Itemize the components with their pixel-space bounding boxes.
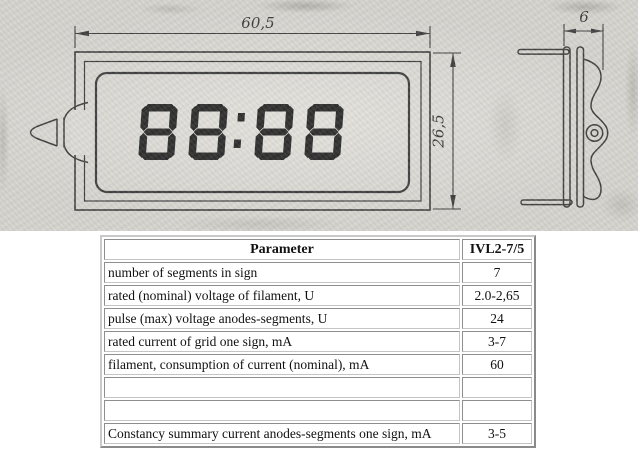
table-row: filament, consumption of current (nomina… (104, 354, 532, 375)
value-cell: 60 (462, 354, 532, 375)
lead-pin-bottom (520, 199, 573, 206)
param-cell: rated (nominal) voltage of filament, U (104, 285, 460, 306)
table-row-empty (104, 400, 532, 421)
frame-gap-cover (71, 110, 92, 155)
value-cell: 7 (462, 262, 532, 283)
width-dim-label: 60,5 (241, 14, 274, 32)
digit-4 (304, 104, 344, 160)
table-row: rated current of grid one sign, mA 3-7 (104, 331, 532, 352)
drawing-scan-area: 60,5 26,5 (0, 0, 638, 231)
digit-display (138, 104, 344, 160)
display-glass-aperture (94, 71, 411, 194)
front-glass-edge (562, 46, 571, 208)
display-middle-frame (83, 60, 422, 202)
lead-pin-top (517, 48, 570, 55)
col-header-type: IVL2-7/5 (462, 239, 532, 260)
height-dim-label: 26,5 (430, 114, 448, 148)
table-row: pulse (max) voltage anodes-segments, U 2… (104, 308, 532, 329)
technical-drawing-svg: 60,5 26,5 (29, 8, 609, 211)
height-dimension: 26,5 (430, 52, 461, 210)
param-cell: rated current of grid one sign, mA (104, 331, 460, 352)
value-cell: 3-5 (462, 423, 532, 444)
param-cell-empty (104, 377, 460, 398)
side-view (517, 46, 609, 208)
value-cell: 2.0-2,65 (462, 285, 532, 306)
value-cell-empty (462, 400, 532, 421)
depth-dim-label: 6 (579, 8, 589, 26)
table-row-empty (104, 377, 532, 398)
back-glass-edge (576, 46, 585, 208)
table-row: rated (nominal) voltage of filament, U 2… (104, 285, 532, 306)
param-cell: filament, consumption of current (nomina… (104, 354, 460, 375)
depth-dimension: 6 (563, 8, 604, 70)
digit-1 (138, 104, 178, 160)
value-cell: 24 (462, 308, 532, 329)
display-outer-frame (74, 51, 431, 211)
table-header-row: Parameter IVL2-7/5 (104, 239, 532, 260)
value-cell: 3-7 (462, 331, 532, 352)
exhaust-tip-boss-outer (585, 124, 604, 142)
envelope-profile (583, 58, 609, 201)
param-cell: number of segments in sign (104, 262, 460, 283)
colon-separator (233, 113, 245, 148)
digit-3 (254, 104, 294, 160)
param-cell: Constancy summary current anodes-segment… (104, 423, 460, 444)
front-view (74, 51, 431, 211)
table-row: number of segments in sign 7 (104, 262, 532, 283)
value-cell-empty (462, 377, 532, 398)
table-row: Constancy summary current anodes-segment… (104, 423, 532, 444)
width-dimension: 60,5 (74, 14, 431, 48)
param-cell-empty (104, 400, 460, 421)
exhaust-tip (29, 101, 89, 164)
param-cell: pulse (max) voltage anodes-segments, U (104, 308, 460, 329)
spec-table: Parameter IVL2-7/5 number of segments in… (100, 235, 536, 448)
col-header-parameter: Parameter (104, 239, 460, 260)
exhaust-tip-boss-inner (590, 128, 599, 138)
spec-table-wrap: Parameter IVL2-7/5 number of segments in… (100, 235, 536, 448)
digit-2 (188, 104, 228, 160)
